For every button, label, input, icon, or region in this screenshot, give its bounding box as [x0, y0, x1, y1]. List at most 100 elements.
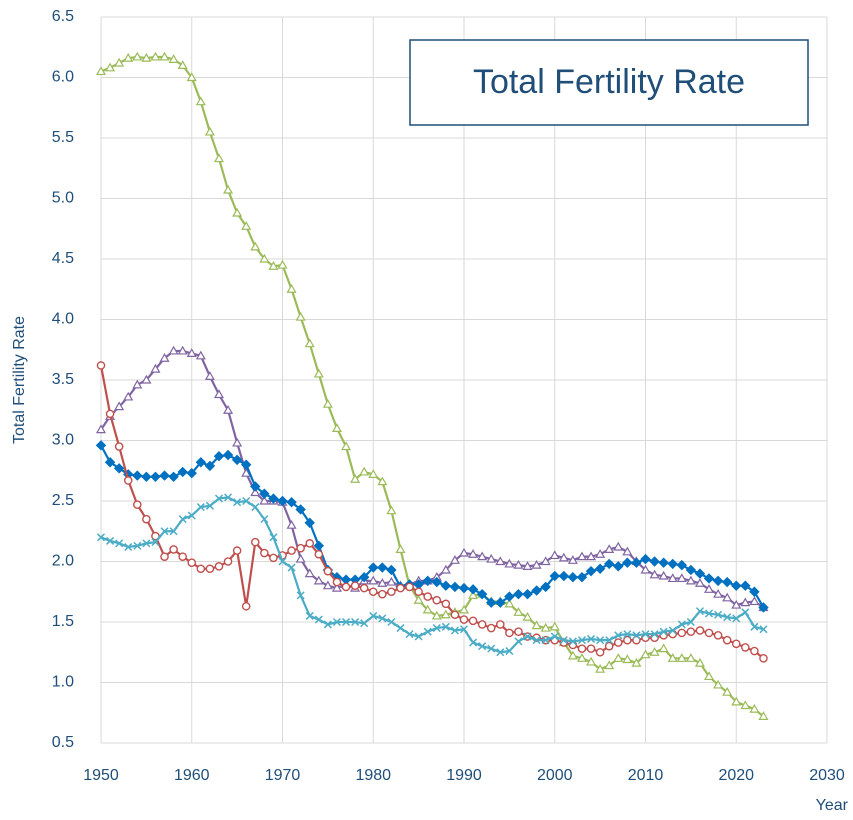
- point: [505, 647, 514, 656]
- point: [104, 457, 116, 468]
- point: [178, 552, 187, 561]
- point: [585, 565, 597, 577]
- point: [251, 503, 260, 512]
- point: [233, 498, 242, 507]
- point: [277, 259, 288, 269]
- x-axis-label: Year: [816, 797, 849, 814]
- x-tick-label: 1990: [446, 767, 482, 784]
- title-box: [409, 39, 809, 126]
- point: [668, 626, 677, 635]
- x-tick-label: 1980: [355, 767, 391, 784]
- point: [259, 495, 270, 505]
- point: [549, 621, 560, 631]
- x-tick-label: 2000: [537, 767, 573, 784]
- point: [496, 648, 505, 657]
- point: [504, 591, 515, 602]
- point: [360, 619, 369, 628]
- point: [549, 550, 560, 560]
- point: [204, 460, 216, 472]
- point: [187, 558, 197, 568]
- point: [378, 589, 387, 599]
- point: [396, 583, 405, 593]
- point: [151, 538, 160, 547]
- point: [241, 601, 251, 611]
- point: [396, 624, 405, 633]
- point: [368, 562, 379, 573]
- point: [431, 576, 442, 588]
- point: [595, 663, 606, 673]
- point: [487, 644, 496, 653]
- point: [650, 633, 659, 643]
- point: [250, 537, 260, 547]
- point: [223, 557, 233, 566]
- point: [159, 470, 170, 481]
- series-line: [100, 55, 765, 718]
- point: [331, 582, 342, 592]
- point: [514, 637, 523, 646]
- point: [187, 511, 196, 520]
- point: [623, 635, 632, 645]
- point: [649, 569, 660, 579]
- point: [740, 700, 751, 710]
- y-tick-label: 0.5: [52, 734, 74, 751]
- point: [195, 96, 206, 106]
- x-tick-label: 1970: [265, 767, 301, 784]
- point: [513, 588, 524, 600]
- point: [458, 604, 470, 614]
- point: [641, 630, 650, 639]
- point: [313, 368, 324, 378]
- point: [622, 654, 633, 664]
- x-tick-label: 1950: [83, 767, 119, 784]
- point: [341, 617, 351, 627]
- point: [659, 627, 668, 636]
- point: [141, 52, 152, 62]
- point: [387, 617, 396, 627]
- point: [632, 631, 641, 640]
- y-tick-label: 6.5: [52, 8, 74, 25]
- point: [604, 660, 615, 670]
- point: [650, 630, 659, 639]
- series-line: [100, 444, 765, 609]
- point: [695, 607, 704, 616]
- x-tick-label: 1960: [174, 767, 210, 784]
- point: [296, 591, 305, 600]
- point: [223, 405, 234, 414]
- point: [478, 642, 487, 651]
- point: [450, 610, 460, 620]
- point: [177, 345, 188, 355]
- point: [95, 66, 107, 76]
- point: [314, 549, 324, 559]
- point: [277, 495, 288, 507]
- point: [423, 592, 433, 601]
- point: [177, 60, 188, 69]
- point: [441, 622, 450, 631]
- x-tick-label: 2020: [718, 767, 754, 784]
- point: [676, 573, 687, 583]
- point: [631, 657, 642, 667]
- point: [242, 496, 251, 506]
- point: [577, 636, 587, 645]
- point: [713, 631, 723, 640]
- point: [468, 590, 479, 599]
- point: [213, 153, 225, 163]
- point: [224, 493, 233, 502]
- point: [232, 207, 243, 217]
- point: [732, 614, 741, 623]
- series-line: [99, 365, 765, 660]
- point: [713, 679, 724, 689]
- point: [259, 253, 270, 263]
- point: [205, 501, 214, 510]
- point: [222, 449, 234, 461]
- point: [322, 580, 333, 590]
- point: [532, 636, 541, 645]
- point: [731, 580, 742, 591]
- point: [550, 632, 559, 641]
- point: [568, 637, 577, 646]
- point: [568, 640, 578, 650]
- point: [504, 598, 515, 608]
- point: [476, 588, 488, 600]
- point: [540, 556, 551, 566]
- point: [114, 401, 125, 411]
- point: [223, 184, 234, 194]
- point: [758, 602, 769, 613]
